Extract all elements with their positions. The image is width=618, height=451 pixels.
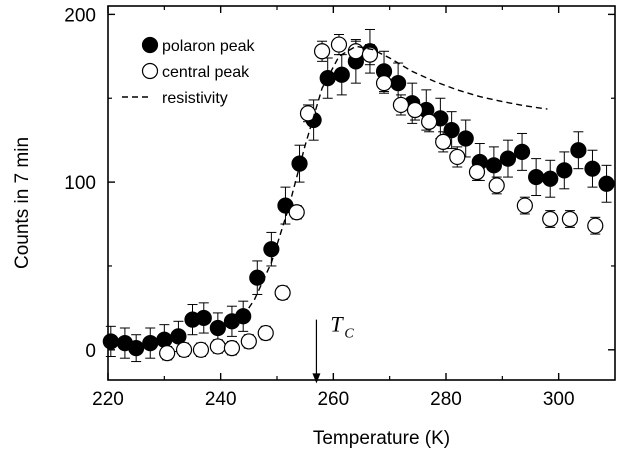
- central-peak-point: [516, 197, 533, 214]
- legend-swatch-polaron-peak: [141, 36, 159, 54]
- central-peak-point: [159, 345, 176, 362]
- central-peak-point: [347, 43, 364, 60]
- polaron-peak-point: [249, 269, 266, 286]
- x-tick-label: 260: [317, 389, 349, 410]
- tc-label: T: [330, 312, 344, 337]
- polaron-peak-point: [584, 160, 601, 177]
- central-peak-point: [421, 113, 438, 130]
- polaron-peak-point: [291, 155, 308, 172]
- central-peak-point: [299, 105, 317, 122]
- central-peak-point: [288, 204, 305, 221]
- polaron-peak-point: [195, 309, 212, 327]
- polaron-peak-point: [499, 150, 517, 167]
- tc-label-subscript: C: [344, 327, 354, 342]
- central-peak-point: [240, 333, 257, 350]
- central-peak-point: [175, 341, 193, 358]
- central-peak-point: [449, 148, 466, 166]
- central-peak-point: [274, 284, 291, 301]
- legend-label: polaron peak: [162, 38, 256, 55]
- y-tick-label: 200: [64, 5, 96, 26]
- central-peak-point: [361, 46, 379, 63]
- legend-swatch-central-peak: [141, 62, 159, 80]
- central-peak-series: [159, 34, 604, 362]
- y-tick-label: 100: [64, 173, 96, 194]
- central-peak-point: [375, 75, 393, 92]
- legend-label: resistivity: [162, 90, 228, 107]
- polaron-peak-point: [443, 122, 460, 139]
- central-peak-point: [587, 217, 604, 234]
- x-tick-label: 220: [92, 389, 124, 410]
- central-peak-point: [330, 36, 348, 53]
- polaron-peak-point: [390, 75, 407, 92]
- polaron-peak-point: [570, 142, 587, 159]
- polaron-peak-point: [333, 66, 350, 83]
- legend-label: central peak: [162, 64, 250, 81]
- polaron-peak-point: [209, 319, 226, 337]
- plot-area: [102, 28, 615, 363]
- central-peak-point: [392, 96, 410, 114]
- polaron-peak-point: [142, 335, 159, 352]
- resistivity-line: [237, 45, 548, 326]
- x-tick-label: 280: [430, 389, 462, 410]
- x-tick-label: 240: [205, 389, 237, 410]
- polaron-peak-point: [156, 331, 173, 348]
- central-peak-point: [313, 43, 331, 60]
- polaron-peak-point: [128, 340, 145, 357]
- central-peak-point: [223, 340, 241, 357]
- central-peak-point: [542, 210, 559, 228]
- central-peak-point: [435, 133, 452, 150]
- polaron-peak-point: [170, 328, 187, 345]
- plot-frame: [107, 5, 616, 381]
- polaron-peak-point: [513, 143, 531, 161]
- central-peak-point: [257, 324, 274, 342]
- central-peak-point: [468, 163, 486, 181]
- polaron-peak-point: [102, 333, 119, 350]
- central-peak-point: [488, 177, 505, 194]
- central-peak-point: [561, 210, 579, 228]
- legend: polaron peak central peak resistivity: [122, 36, 256, 107]
- central-peak-point: [209, 338, 226, 355]
- polaron-peak-point: [542, 170, 559, 187]
- central-peak-point: [192, 341, 210, 358]
- polaron-peak-point: [556, 162, 573, 179]
- polaron-peak-point: [457, 130, 474, 147]
- polaron-peak-point: [485, 157, 502, 174]
- polaron-peak-point: [528, 168, 545, 186]
- y-axis-title: Counts in 7 min: [12, 137, 33, 269]
- tc-arrow-head: [312, 373, 321, 384]
- axes: 220 240 260 280 300 0 100 200 Temperature (K) Cou…: [12, 5, 616, 449]
- x-tick-label: 300: [543, 389, 575, 410]
- central-peak-point: [406, 101, 424, 119]
- x-axis-title: Temperature (K): [313, 428, 450, 449]
- polaron-peak-point: [598, 175, 615, 192]
- y-tick-label: 0: [85, 341, 96, 362]
